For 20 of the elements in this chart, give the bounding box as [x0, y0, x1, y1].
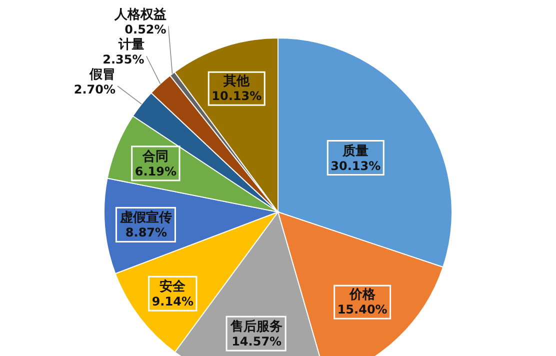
data-label: 8.87% — [125, 226, 168, 240]
slice-label: 安全 — [160, 278, 187, 295]
slice-label: 合同 — [142, 148, 169, 164]
data-label: 2.35% — [102, 52, 144, 67]
slice-label: 计量 — [117, 38, 144, 53]
data-label: 2.70% — [74, 82, 116, 97]
data-label: 9.14% — [152, 294, 194, 309]
data-label: 0.52% — [124, 22, 166, 37]
slice-label: 虚假宣传 — [119, 210, 172, 226]
data-label: 6.19% — [134, 164, 177, 178]
slice-label: 质量 — [342, 142, 369, 159]
slice-label: 售后服务 — [230, 318, 283, 335]
data-label: 15.40% — [337, 302, 388, 317]
data-label: 14.57% — [232, 334, 282, 349]
slice-label: 假冒 — [88, 68, 116, 83]
slice-label: 人格权益 — [113, 8, 166, 23]
data-label: 30.13% — [330, 158, 381, 173]
data-label: 10.13% — [212, 89, 262, 104]
slice-label: 其他 — [222, 74, 251, 90]
slice-label: 价格 — [348, 288, 376, 303]
